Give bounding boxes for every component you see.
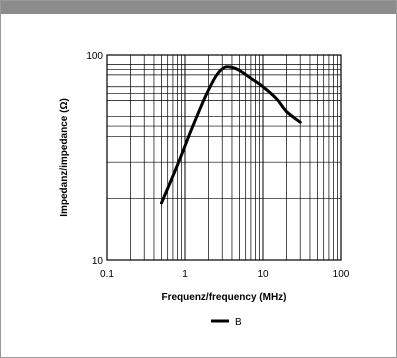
x-tick-label: 1 (182, 269, 188, 280)
x-tick-label: 0.1 (100, 269, 114, 280)
plot-area (106, 54, 342, 261)
legend: B (211, 317, 242, 328)
x-tick-label: 10 (257, 269, 269, 280)
grid-lines (107, 55, 341, 260)
x-axis-label: Frequenz/frequency (MHz) (161, 292, 286, 303)
y-tick-label: 10 (92, 256, 104, 267)
series-line-B (160, 65, 302, 205)
y-tick-label: 100 (86, 51, 103, 62)
y-tick-labels: 100 10 (86, 51, 103, 267)
header-band (1, 1, 396, 14)
legend-label-B: B (235, 317, 242, 328)
x-tick-label: 100 (333, 269, 350, 280)
x-tick-labels: 0.1 1 10 100 (100, 269, 350, 280)
y-axis-label: Impedanz/impedance (Ω) (59, 98, 70, 217)
